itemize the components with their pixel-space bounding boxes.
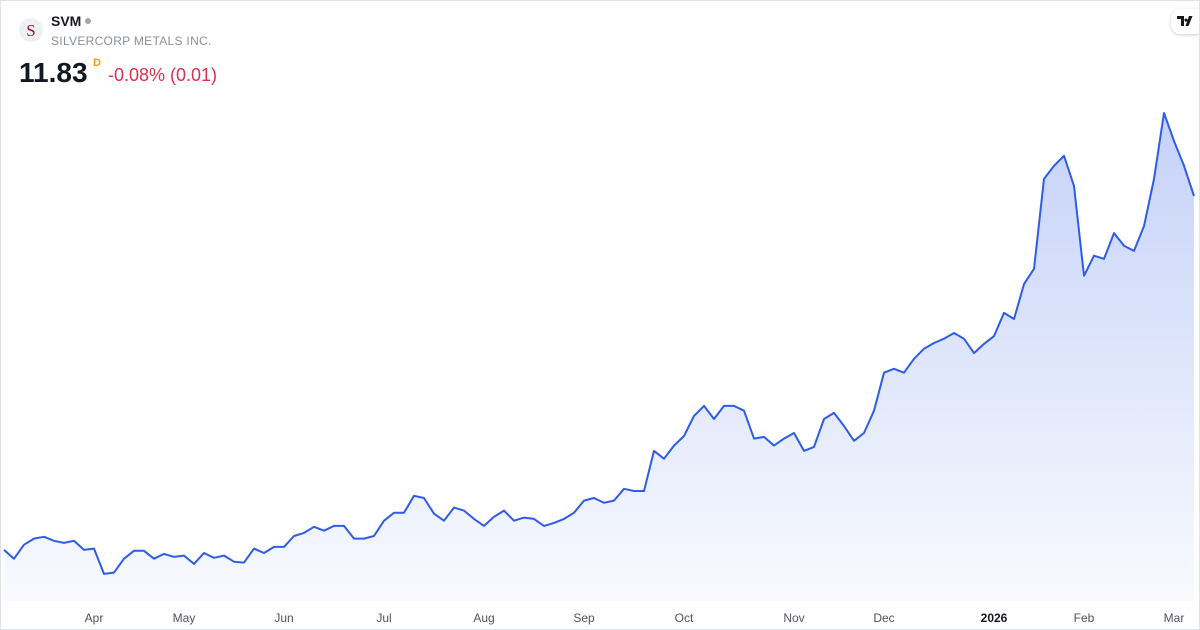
status-dot	[85, 18, 91, 24]
area-fill	[4, 113, 1194, 601]
x-tick-label: Aug	[473, 611, 494, 625]
x-tick-label: Dec	[873, 611, 894, 625]
x-tick-label: Jul	[376, 611, 391, 625]
price: 11.83	[19, 57, 88, 88]
x-tick-label: Nov	[783, 611, 804, 625]
ticker: SVM	[51, 13, 81, 29]
x-tick-label: Jun	[274, 611, 293, 625]
x-tick-label: May	[173, 611, 196, 625]
interval: D	[93, 57, 101, 69]
tradingview-logo[interactable]	[1171, 9, 1199, 34]
price-change: -0.08% (0.01)	[108, 65, 217, 85]
company-name: SILVERCORP METALS INC.	[51, 34, 212, 48]
logo	[19, 18, 43, 42]
x-tick-label: Apr	[85, 611, 104, 625]
x-tick-label: Sep	[573, 611, 595, 625]
x-tick-label: 2026	[981, 611, 1008, 625]
x-tick-label: Oct	[675, 611, 694, 625]
x-tick-label: Feb	[1074, 611, 1095, 625]
x-tick-label: Mar	[1164, 611, 1185, 625]
price-line	[3, 112, 1195, 575]
logo-letter: S	[26, 21, 35, 40]
